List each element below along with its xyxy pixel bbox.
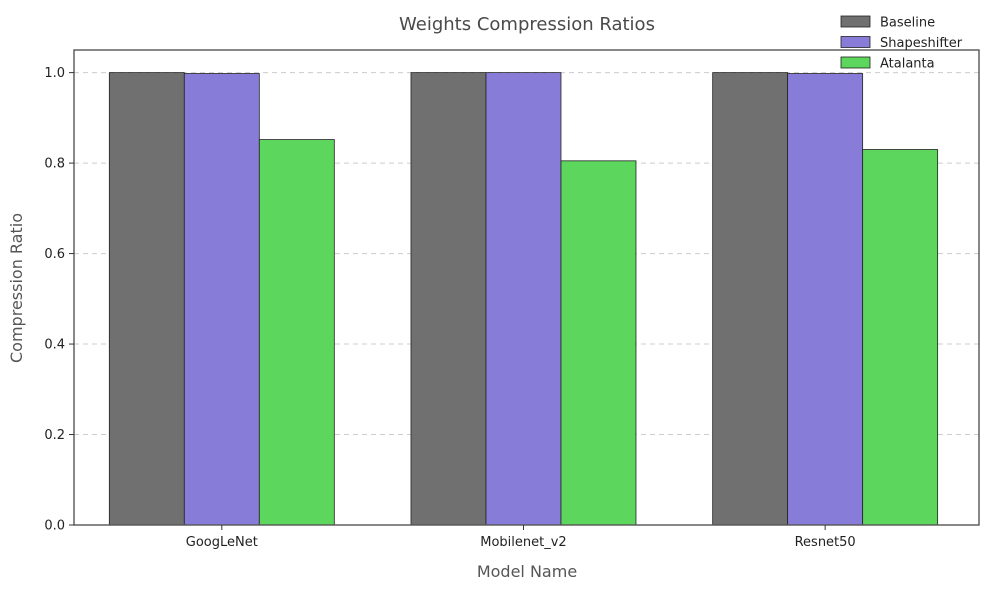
y-tick-label: 0.6 [44,247,65,262]
x-tick-label: GoogLeNet [186,535,258,550]
legend-label-atalanta: Atalanta [880,57,935,72]
y-tick-label: 0.2 [44,428,65,443]
legend-swatch-baseline [840,15,871,28]
bar-atalanta-resnet50 [862,149,939,526]
y-tick-label: 0.8 [44,157,65,172]
y-tick-label: 0.0 [44,519,65,534]
bar-baseline-googlenet [108,72,185,526]
bar-atalanta-mobilenet_v2 [560,160,637,526]
bar-atalanta-googlenet [258,139,335,526]
legend-label-baseline: Baseline [880,16,935,31]
bars [108,72,939,526]
x-tick-label: Resnet50 [795,535,856,550]
bar-shapeshifter-googlenet [183,73,260,526]
legend-swatch-shapeshifter [840,36,871,48]
legend-label-shapeshifter: Shapeshifter [880,36,963,51]
bar-shapeshifter-resnet50 [787,73,864,526]
x-axis-label: Model Name [477,562,577,581]
y-tick-label: 1.0 [44,66,65,81]
legend-swatch-atalanta [840,56,871,69]
chart-title: Weights Compression Ratios [399,14,655,35]
bar-shapeshifter-mobilenet_v2 [485,72,562,526]
y-tick-label: 0.4 [44,338,65,353]
legend: Baseline Shapeshifter Atalanta [840,15,963,72]
x-tick-label: Mobilenet_v2 [480,535,566,550]
plot-frame [73,49,980,526]
bar-baseline-mobilenet_v2 [410,72,487,526]
x-axis-ticks: GoogLeNet Mobilenet_v2 Resnet50 [186,525,856,550]
y-axis-ticks: 0.0 0.2 0.4 0.6 0.8 1.0 [44,66,74,534]
y-axis-label: Compression Ratio [7,213,26,363]
bar-baseline-resnet50 [712,72,789,526]
